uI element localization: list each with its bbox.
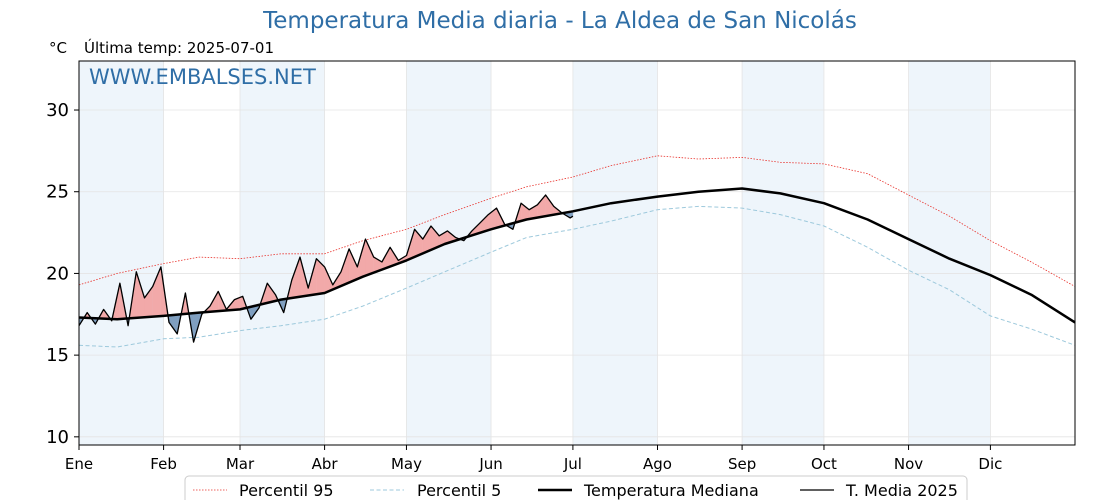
month-band (572, 61, 658, 445)
x-axis: Ene Feb Mar Abr May Jun Jul Ago Sep Oct Nov Dic (65, 445, 1002, 473)
legend-box (184, 475, 968, 500)
x-tick-label: Ago (643, 455, 672, 473)
x-tick-label: Mar (226, 455, 255, 473)
legend: Percentil 95 Percentil 5 Temperatura Media… (184, 475, 968, 500)
month-band (239, 61, 325, 445)
chart-title: Temperatura Media diaria - La Aldea de S… (263, 8, 857, 34)
x-tick-label: Ene (65, 455, 93, 473)
y-tick-label: 30 (46, 100, 69, 121)
y-tick-label: 10 (46, 427, 69, 448)
anomaly-fill (537, 194, 546, 218)
y-tick-label: 20 (46, 263, 69, 284)
legend-label-0: Percentil 95 (239, 481, 334, 500)
plot-frame (78, 60, 1076, 446)
legend-label-3: T. Media 2025 (845, 481, 958, 500)
anomaly-fill (365, 239, 374, 276)
x-tick-label: Abr (312, 455, 339, 473)
x-tick-label: Sep (728, 455, 756, 473)
month-band (79, 61, 164, 445)
month-band (908, 61, 991, 445)
x-tick-label: Jul (563, 455, 582, 473)
month-bands (79, 61, 991, 445)
month-band (742, 61, 824, 445)
x-tick-label: Feb (150, 455, 177, 473)
y-axis: 10 15 20 25 30 (46, 100, 79, 448)
legend-label-2: Temperatura Mediana (583, 481, 759, 500)
legend-label-1: Percentil 5 (417, 481, 501, 500)
watermark-text: WWW.EMBALSES.NET (89, 65, 316, 89)
x-tick-label: Nov (894, 455, 923, 473)
series-lines (78, 155, 1076, 348)
grid-lines (78, 61, 1075, 445)
series-line-2 (78, 187, 1076, 324)
x-tick-label: Jun (478, 455, 502, 473)
x-tick-label: Dic (978, 455, 1002, 473)
x-tick-label: Oct (811, 455, 837, 473)
last-temp-label: Última temp: 2025-07-01 (84, 39, 275, 57)
y-axis-unit: °C (49, 39, 67, 57)
x-tick-label: May (391, 455, 422, 473)
series-line-3 (78, 194, 574, 343)
y-tick-label: 25 (46, 182, 69, 203)
y-tick-label: 15 (46, 345, 69, 366)
